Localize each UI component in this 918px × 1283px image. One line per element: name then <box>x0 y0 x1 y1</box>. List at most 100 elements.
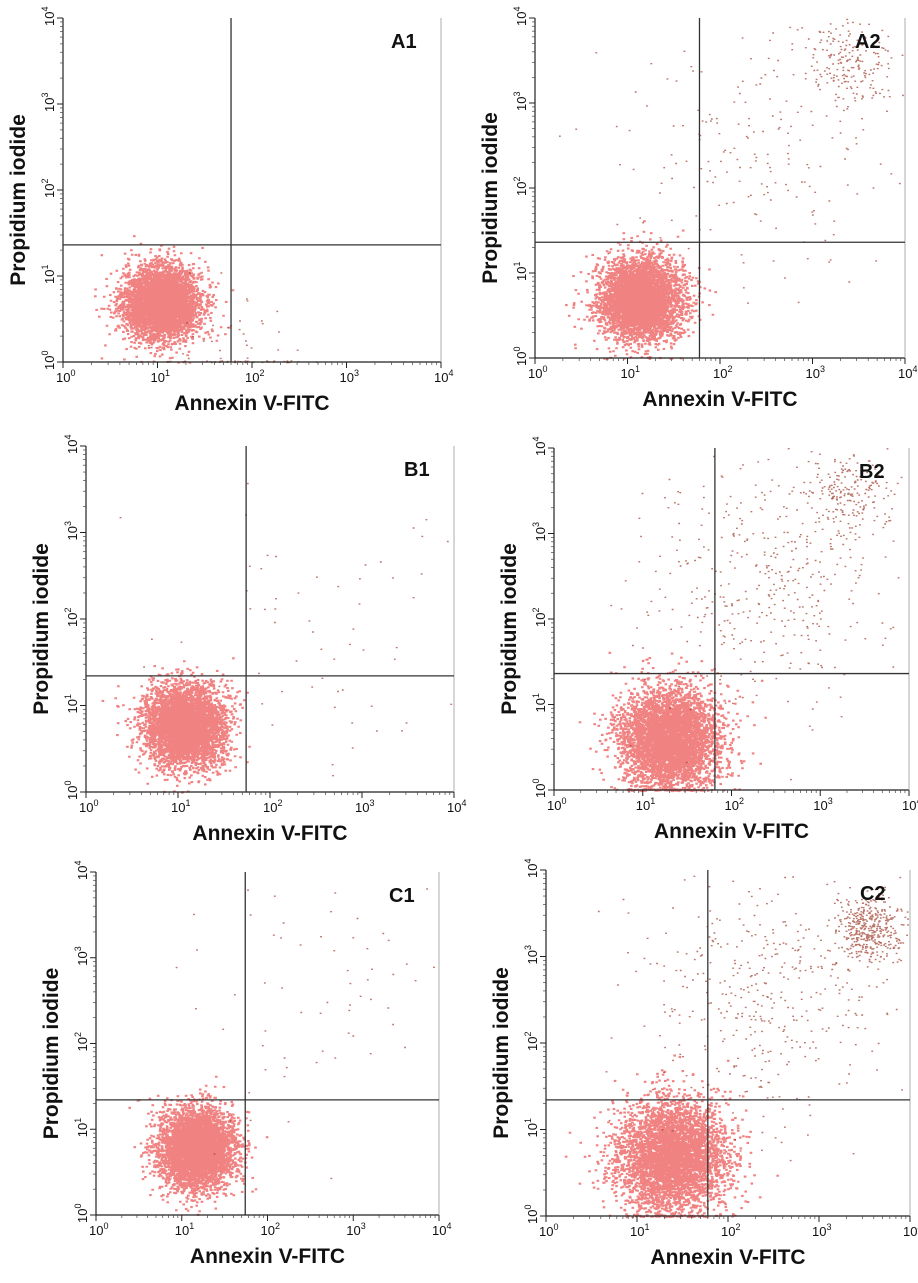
y-tick-label: 101 <box>523 1118 540 1137</box>
panel-a2: 100 101 102 103 104 100 101 102 103 104 A2 Annexin … <box>479 7 917 411</box>
x-tick-label: 100 <box>89 1221 108 1238</box>
y-tick-label: 100 <box>523 1205 540 1224</box>
x-tick-label: 101 <box>171 798 190 815</box>
x-tick-label: 102 <box>261 1221 280 1238</box>
y-tick-label: 104 <box>40 7 57 26</box>
x-tick-label: 104 <box>898 364 917 381</box>
y-tick-label: 104 <box>512 7 529 26</box>
y-axis-title: Propidium iodide <box>490 967 513 1139</box>
y-tick-label: 103 <box>63 521 80 540</box>
y-tick-label: 100 <box>512 347 529 366</box>
x-tick-label: 104 <box>903 1222 918 1239</box>
x-axis-title: Annexin V-FITC <box>190 1245 345 1268</box>
y-tick-label: 102 <box>40 179 57 198</box>
population-1 <box>565 220 717 360</box>
x-tick-label: 100 <box>56 368 75 385</box>
x-tick-label: 100 <box>528 364 547 381</box>
population-1 <box>94 235 235 364</box>
y-tick-label: 104 <box>63 435 80 454</box>
x-tick-label: 103 <box>813 796 832 813</box>
x-tick-label: 103 <box>812 1222 831 1239</box>
y-tick-label: 103 <box>531 522 548 541</box>
y-tick-label: 101 <box>63 694 80 713</box>
x-tick-label: 102 <box>263 798 282 815</box>
y-tick-label: 102 <box>63 608 80 627</box>
panel-label: C2 <box>860 883 886 905</box>
y-tick-label: 101 <box>73 1118 90 1137</box>
y-tick-label: 101 <box>512 262 529 281</box>
event-points <box>564 875 909 1219</box>
x-tick-label: 101 <box>621 364 640 381</box>
x-tick-label: 100 <box>79 798 98 815</box>
x-tick-label: 101 <box>630 1222 649 1239</box>
y-tick-label: 102 <box>523 1032 540 1051</box>
x-tick-label: 100 <box>547 796 566 813</box>
population-1 <box>101 657 251 794</box>
panel-a1: 100 101 102 103 104 100 101 102 103 104 A1 Annexin … <box>7 7 453 415</box>
y-tick-label: 103 <box>73 946 90 965</box>
x-tick-label: 102 <box>713 364 732 381</box>
x-tick-label: 102 <box>245 368 264 385</box>
y-tick-label: 103 <box>523 945 540 964</box>
panel-b1: 100 101 102 103 104 100 101 102 103 104 B1 Annexin … <box>30 435 466 845</box>
y-tick-label: 103 <box>512 92 529 111</box>
y-tick-label: 100 <box>73 1204 90 1223</box>
y-axis-title: Propidium iodide <box>7 114 30 286</box>
x-axis-title: Annexin V-FITC <box>650 1246 805 1269</box>
y-tick-label: 102 <box>512 177 529 196</box>
x-tick-label: 101 <box>175 1221 194 1238</box>
y-tick-label: 104 <box>523 859 540 878</box>
panel-label: B1 <box>404 459 430 481</box>
y-tick-label: 100 <box>40 351 57 370</box>
panel-label: B2 <box>859 461 885 483</box>
x-tick-label: 104 <box>447 798 466 815</box>
y-axis-title: Propidium iodide <box>40 968 63 1140</box>
panel-label: C1 <box>389 885 415 907</box>
y-tick-label: 104 <box>531 437 548 456</box>
event-points <box>94 235 318 364</box>
x-tick-label: 101 <box>636 796 655 813</box>
y-tick-label: 101 <box>531 693 548 712</box>
population-3 <box>827 886 909 971</box>
x-tick-label: 104 <box>434 368 453 385</box>
panel-label: A2 <box>855 31 881 53</box>
event-points <box>578 448 903 793</box>
x-tick-label: 102 <box>725 796 744 813</box>
y-tick-label: 102 <box>73 1032 90 1051</box>
y-tick-label: 100 <box>63 781 80 800</box>
event-points <box>559 18 904 360</box>
population-1 <box>128 1075 269 1216</box>
population-3 <box>791 18 904 120</box>
population-2 <box>559 26 901 304</box>
x-tick-label: 103 <box>355 798 374 815</box>
y-axis-title: Propidium iodide <box>479 112 502 284</box>
x-axis-title: Annexin V-FITC <box>642 388 797 411</box>
y-tick-label: 101 <box>40 265 57 284</box>
panel-c1: 100 101 102 103 104 100 101 102 103 104 C1 Annexin … <box>40 861 451 1268</box>
y-axis-title: Propidium iodide <box>498 543 521 715</box>
x-tick-label: 103 <box>806 364 825 381</box>
y-tick-label: 100 <box>531 779 548 798</box>
y-tick-label: 102 <box>531 608 548 627</box>
x-tick-label: 101 <box>151 368 170 385</box>
panel-label: A1 <box>391 31 417 53</box>
x-axis-title: Annexin V-FITC <box>192 822 347 845</box>
x-tick-label: 104 <box>432 1221 451 1238</box>
x-axis-title: Annexin V-FITC <box>654 820 809 843</box>
population-1 <box>578 651 767 793</box>
x-tick-label: 102 <box>721 1222 740 1239</box>
x-tick-label: 104 <box>902 796 918 813</box>
event-points <box>101 482 453 794</box>
population-3 <box>799 448 899 566</box>
x-tick-label: 100 <box>539 1222 558 1239</box>
panel-c2: 100 101 102 103 104 100 101 102 103 104 C2 Annexin … <box>490 859 918 1269</box>
y-axis-title: Propidium iodide <box>30 543 53 715</box>
event-points <box>128 888 435 1216</box>
x-tick-label: 103 <box>346 1221 365 1238</box>
population-1 <box>564 1054 779 1219</box>
y-tick-label: 103 <box>40 93 57 112</box>
panel-b2: 100 101 102 103 104 100 101 102 103 104 B2 Annexin … <box>498 437 918 843</box>
y-tick-label: 104 <box>73 861 90 880</box>
x-axis-title: Annexin V-FITC <box>174 392 329 415</box>
